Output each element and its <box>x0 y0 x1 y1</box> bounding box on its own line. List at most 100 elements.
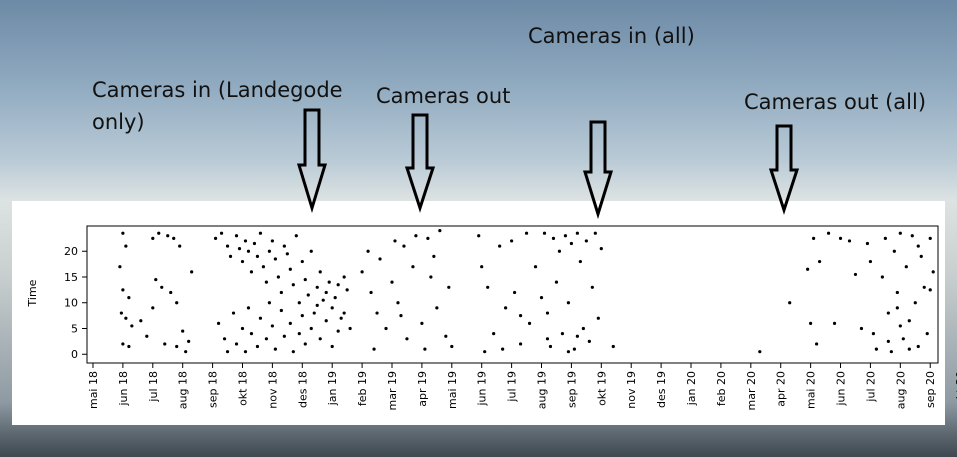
point <box>267 301 271 305</box>
point <box>838 236 843 240</box>
point <box>360 270 364 274</box>
point <box>282 244 286 248</box>
point <box>119 311 123 315</box>
point <box>166 234 170 238</box>
point <box>261 265 266 269</box>
point <box>898 324 902 328</box>
point <box>175 344 179 349</box>
point <box>178 244 182 248</box>
point <box>563 234 568 238</box>
x-tick-label: mai 18 <box>87 371 100 409</box>
point <box>554 280 559 284</box>
point <box>151 236 155 240</box>
point <box>853 272 858 277</box>
point <box>399 314 403 318</box>
point <box>916 244 920 248</box>
point <box>405 337 409 341</box>
point <box>267 249 271 253</box>
point <box>847 239 852 243</box>
point <box>288 267 292 271</box>
point <box>832 321 837 325</box>
point <box>566 301 571 305</box>
point <box>504 306 508 310</box>
point <box>886 311 890 315</box>
point <box>294 234 298 238</box>
point <box>124 316 128 320</box>
point <box>575 231 579 235</box>
point <box>336 329 340 333</box>
point <box>868 259 873 264</box>
point <box>306 293 310 297</box>
point <box>539 295 544 300</box>
point <box>788 301 792 305</box>
point <box>276 275 280 279</box>
point <box>121 342 125 346</box>
point <box>907 347 911 351</box>
point <box>865 241 870 246</box>
point <box>492 332 496 336</box>
x-tick-label: okt 19 <box>595 371 608 406</box>
x-tick-label: des 19 <box>655 371 668 408</box>
point <box>402 244 406 248</box>
point <box>255 344 260 349</box>
x-tick-label: okt 20 <box>954 371 957 406</box>
point <box>300 259 304 264</box>
point <box>127 344 131 349</box>
annotation: Cameras in (Landegode only) <box>92 78 343 134</box>
point <box>339 316 343 320</box>
x-tick-label: mai 20 <box>805 371 818 409</box>
point <box>303 342 307 346</box>
point <box>533 265 538 269</box>
point <box>518 342 523 346</box>
point <box>501 347 505 351</box>
point <box>273 347 277 351</box>
plot-panel <box>12 201 945 425</box>
point <box>826 231 831 235</box>
point <box>426 236 430 240</box>
point <box>432 254 436 258</box>
point <box>895 306 899 310</box>
point <box>512 290 517 295</box>
point <box>806 267 810 271</box>
point <box>315 285 319 289</box>
arrow <box>296 108 328 214</box>
point <box>237 247 242 251</box>
point <box>486 285 490 289</box>
point <box>883 236 887 240</box>
point <box>243 350 248 354</box>
x-tick-label: feb 20 <box>715 371 728 406</box>
point <box>169 290 173 295</box>
point <box>916 344 920 349</box>
point <box>372 347 376 351</box>
x-tick-label: des 18 <box>296 371 309 408</box>
x-tick-label: jan 20 <box>685 371 698 406</box>
point <box>213 236 218 240</box>
point <box>243 239 248 243</box>
x-tick-label: mar 19 <box>386 371 399 410</box>
point <box>928 288 932 292</box>
point <box>874 347 879 351</box>
point <box>566 350 571 354</box>
point <box>814 342 819 346</box>
point <box>175 301 179 305</box>
point <box>904 265 908 269</box>
point <box>309 326 313 331</box>
point <box>518 314 523 318</box>
point <box>527 321 532 325</box>
point <box>581 326 585 331</box>
point <box>572 347 576 351</box>
point <box>366 249 370 253</box>
x-tick-label: jul 18 <box>147 371 160 403</box>
point <box>139 319 143 323</box>
point <box>369 290 373 295</box>
point <box>297 301 301 305</box>
point <box>348 326 352 331</box>
point <box>118 265 122 269</box>
point <box>438 229 442 233</box>
point <box>910 234 914 238</box>
point <box>420 321 424 325</box>
point <box>246 306 251 310</box>
arrow <box>582 120 614 220</box>
point <box>330 344 334 349</box>
